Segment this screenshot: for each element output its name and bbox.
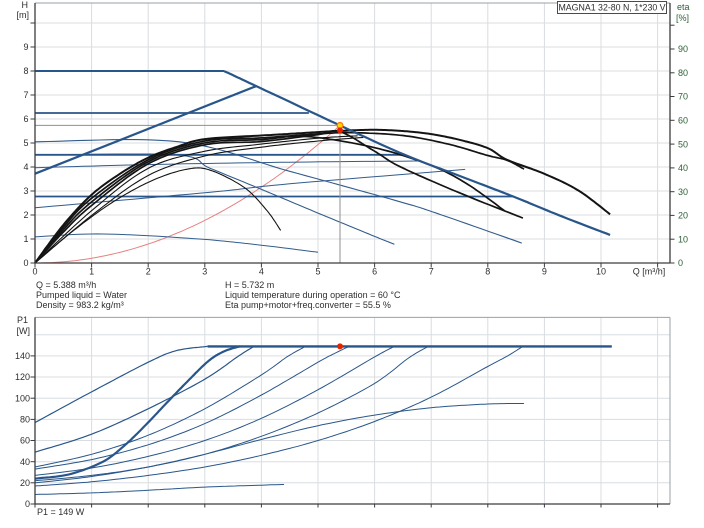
svg-text:3: 3 [23,186,28,196]
svg-text:[%]: [%] [676,13,689,23]
svg-text:30: 30 [678,187,688,197]
svg-text:2: 2 [23,210,28,220]
svg-text:0: 0 [25,499,30,509]
svg-text:8: 8 [485,267,490,277]
svg-text:4: 4 [23,162,28,172]
svg-text:120: 120 [15,372,30,382]
svg-text:Q [m³/h]: Q [m³/h] [633,267,666,277]
svg-text:90: 90 [678,44,688,54]
svg-text:20: 20 [20,478,30,488]
svg-text:10: 10 [678,234,688,244]
svg-text:9: 9 [23,42,28,52]
svg-text:5: 5 [23,138,28,148]
svg-text:3: 3 [202,267,207,277]
svg-text:5: 5 [315,267,320,277]
svg-text:Pumped liquid = Water: Pumped liquid = Water [36,290,127,300]
svg-text:Q = 5.388 m³/h: Q = 5.388 m³/h [36,280,96,290]
svg-text:60: 60 [678,116,688,126]
svg-text:[m]: [m] [17,10,30,20]
svg-text:70: 70 [678,92,688,102]
svg-text:20: 20 [678,211,688,221]
svg-text:6: 6 [23,114,28,124]
svg-text:7: 7 [23,90,28,100]
svg-text:1: 1 [89,267,94,277]
svg-text:0: 0 [678,258,683,268]
svg-text:0: 0 [23,258,28,268]
svg-text:40: 40 [678,163,688,173]
svg-text:MAGNA1 32-80 N, 1*230 V: MAGNA1 32-80 N, 1*230 V [558,3,665,13]
svg-text:[W]: [W] [17,326,31,336]
svg-text:Density = 983.2 kg/m³: Density = 983.2 kg/m³ [36,300,124,310]
svg-text:50: 50 [678,139,688,149]
svg-text:H = 5.732 m: H = 5.732 m [225,280,274,290]
svg-text:eta: eta [677,2,690,12]
svg-text:10: 10 [596,267,606,277]
svg-text:Liquid temperature during oper: Liquid temperature during operation = 60… [225,290,401,300]
svg-text:60: 60 [20,436,30,446]
svg-text:7: 7 [429,267,434,277]
svg-text:100: 100 [15,393,30,403]
svg-text:2: 2 [146,267,151,277]
svg-text:9: 9 [542,267,547,277]
svg-text:80: 80 [678,68,688,78]
svg-text:H: H [22,0,29,10]
svg-text:P1: P1 [17,315,28,325]
svg-text:1: 1 [23,234,28,244]
svg-text:Eta pump+motor+freq.converter: Eta pump+motor+freq.converter = 55.5 % [225,300,391,310]
svg-text:4: 4 [259,267,264,277]
svg-text:40: 40 [20,457,30,467]
svg-text:8: 8 [23,66,28,76]
svg-text:140: 140 [15,351,30,361]
svg-text:0: 0 [32,267,37,277]
svg-text:80: 80 [20,415,30,425]
svg-text:P1 = 149 W: P1 = 149 W [37,507,85,517]
svg-text:6: 6 [372,267,377,277]
